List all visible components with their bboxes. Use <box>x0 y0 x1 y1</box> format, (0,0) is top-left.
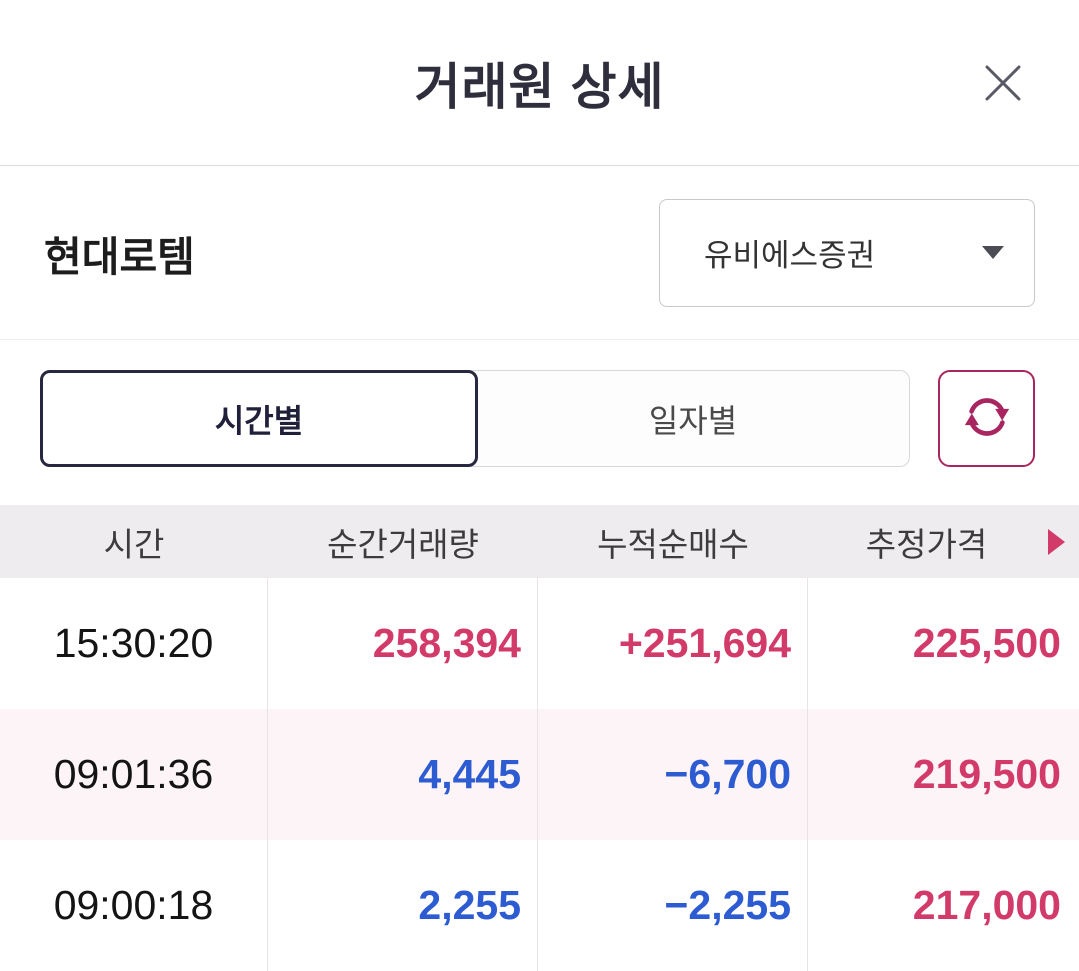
cell-volume: 258,394 <box>268 578 538 709</box>
cell-volume: 2,255 <box>268 840 538 971</box>
cell-price: 219,500 <box>912 751 1061 797</box>
tab-by-time[interactable]: 시간별 <box>40 370 478 467</box>
cell-volume: 4,445 <box>268 709 538 840</box>
table-row[interactable]: 15:30:20 258,394 +251,694 225,500 <box>0 578 1079 709</box>
stock-name: 현대로템 <box>44 233 195 280</box>
stock-row: 현대로템 유비에스증권 <box>0 166 1079 340</box>
refresh-icon <box>959 389 1015 448</box>
table-row[interactable]: 09:01:36 4,445 −6,700 219,500 <box>0 709 1079 840</box>
page-title: 거래원 상세 <box>414 58 665 115</box>
cell-price: 217,000 <box>912 882 1061 928</box>
column-header-time: 시간 <box>103 525 165 563</box>
top-bar: 거래원 상세 <box>0 0 1079 166</box>
table-row[interactable]: 09:00:18 2,255 −2,255 217,000 <box>0 840 1079 971</box>
cell-time: 09:00:18 <box>0 840 268 971</box>
cell-net-buy: +251,694 <box>538 578 808 709</box>
cell-price: 225,500 <box>912 620 1061 666</box>
cell-net-buy: −6,700 <box>538 709 808 840</box>
cell-time: 15:30:20 <box>0 578 268 709</box>
view-tabs: 시간별 일자별 <box>40 370 910 467</box>
column-header-net-buy: 누적순매수 <box>597 525 749 563</box>
refresh-button[interactable] <box>938 370 1035 467</box>
cell-time: 09:01:36 <box>0 709 268 840</box>
broker-dropdown-value: 유비에스증권 <box>704 238 876 273</box>
more-columns-icon[interactable] <box>1048 528 1065 555</box>
cell-net-buy: −2,255 <box>538 840 808 971</box>
broker-dropdown[interactable]: 유비에스증권 <box>659 198 1035 307</box>
column-header-price: 추정가격 <box>865 525 988 563</box>
close-icon <box>980 60 1026 109</box>
column-header-volume: 순간거래량 <box>327 525 479 563</box>
close-button[interactable] <box>977 58 1029 110</box>
chevron-down-icon <box>982 246 1004 259</box>
trades-table: 시간 순간거래량 누적순매수 추정가격 15:30:20 258,394 +25… <box>0 505 1079 971</box>
controls-row: 시간별 일자별 <box>0 340 1079 505</box>
table-header: 시간 순간거래량 누적순매수 추정가격 <box>0 505 1079 578</box>
tab-by-date[interactable]: 일자별 <box>477 371 909 466</box>
